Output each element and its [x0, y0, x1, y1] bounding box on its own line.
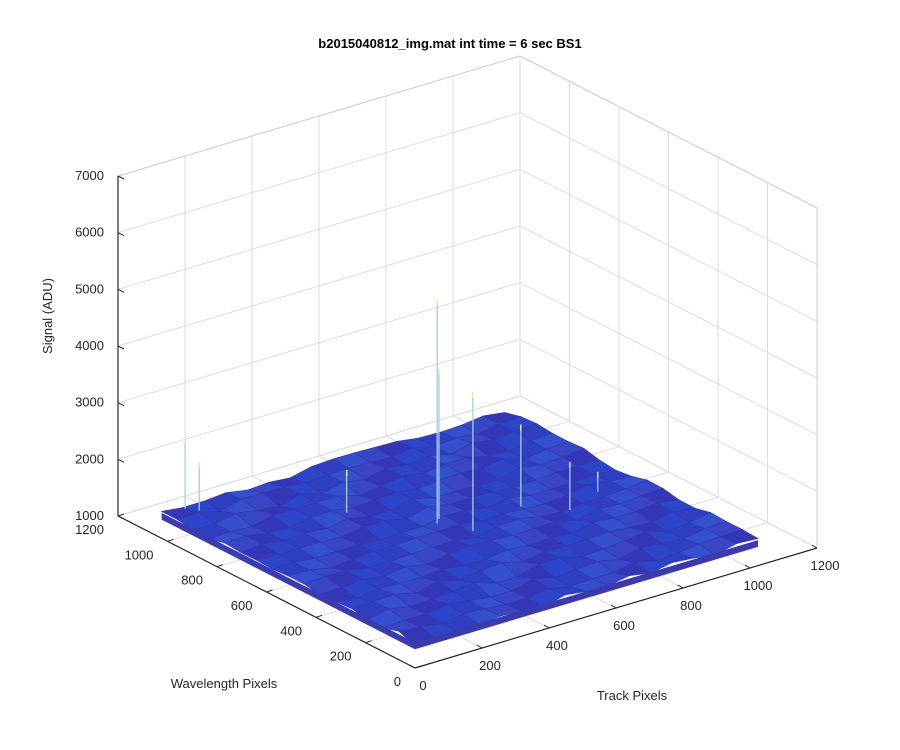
chart-title: b2015040812_img.mat int time = 6 sec BS1 [318, 36, 581, 51]
grid-side-z-5 [519, 112, 818, 266]
grid-back-z-5 [117, 112, 521, 234]
z-tick-3 [117, 345, 125, 350]
surface-mesh [160, 412, 759, 650]
x-axis-label: Track Pixels [597, 688, 668, 703]
z-tick-label-4: 5000 [75, 281, 104, 296]
grid-side-z-4 [519, 168, 818, 322]
x-tick-label-2: 400 [546, 638, 568, 653]
y-tick-label-4: 800 [181, 573, 203, 588]
x-tick-label-5: 1000 [744, 578, 773, 593]
z-tick-label-5: 6000 [75, 225, 104, 240]
box-edge-1 [519, 55, 818, 209]
grid-side-z-3 [519, 225, 818, 379]
y-tick-1 [365, 640, 372, 644]
y-tick-6 [117, 513, 125, 517]
z-tick-label-0: 1000 [75, 508, 104, 523]
x-tick-2 [543, 624, 550, 629]
x-tick-label-0: 0 [419, 678, 426, 693]
grid-back-z-4 [117, 168, 521, 290]
y-tick-3 [266, 589, 273, 593]
grid-back-z-2 [117, 282, 521, 404]
z-tick-4 [117, 288, 125, 293]
x-tick-label-4: 800 [680, 598, 702, 613]
y-tick-label-3: 600 [231, 598, 253, 613]
tick-marks: 0200400600800100012000200400600800100012… [75, 168, 839, 693]
z-tick-label-1: 2000 [75, 451, 104, 466]
x-tick-label-6: 1200 [811, 558, 840, 573]
y-tick-label-5: 1000 [125, 547, 154, 562]
y-tick-2 [315, 614, 323, 618]
y-tick-label-6: 1200 [75, 522, 104, 537]
y-tick-4 [216, 564, 224, 568]
x-tick-6 [811, 544, 818, 549]
y-tick-label-1: 200 [330, 649, 352, 664]
x-tick-label-1: 200 [479, 658, 501, 673]
x-tick-5 [744, 564, 751, 569]
grid-side-z-1 [519, 338, 818, 492]
x-tick-3 [610, 604, 617, 609]
y-tick-label-0: 0 [394, 674, 401, 689]
x-tick-0 [409, 664, 416, 669]
z-tick-2 [117, 402, 125, 407]
y-axis-label: Wavelength Pixels [171, 676, 278, 691]
y-tick-0 [414, 665, 422, 669]
grid-side-z-2 [519, 282, 818, 436]
z-axis-label: Signal (ADU) [40, 278, 55, 354]
y-tick-5 [167, 538, 174, 542]
box-edge-0 [117, 55, 521, 177]
z-tick-0 [117, 515, 125, 520]
surface-cell [719, 529, 759, 544]
surface-left-edge [161, 512, 415, 650]
z-tick-1 [117, 458, 125, 463]
x-tick-1 [476, 644, 483, 649]
z-tick-label-6: 7000 [75, 168, 104, 183]
z-tick-label-3: 4000 [75, 338, 104, 353]
surface-front-edge [415, 540, 758, 650]
x-tick-label-3: 600 [613, 618, 635, 633]
z-tick-6 [117, 175, 125, 180]
z-tick-5 [117, 232, 125, 237]
z-tick-label-2: 3000 [75, 395, 104, 410]
x-tick-4 [677, 584, 684, 589]
grid-back-z-3 [117, 225, 521, 347]
y-tick-label-2: 400 [280, 623, 302, 638]
surface-spikes [184, 299, 599, 531]
